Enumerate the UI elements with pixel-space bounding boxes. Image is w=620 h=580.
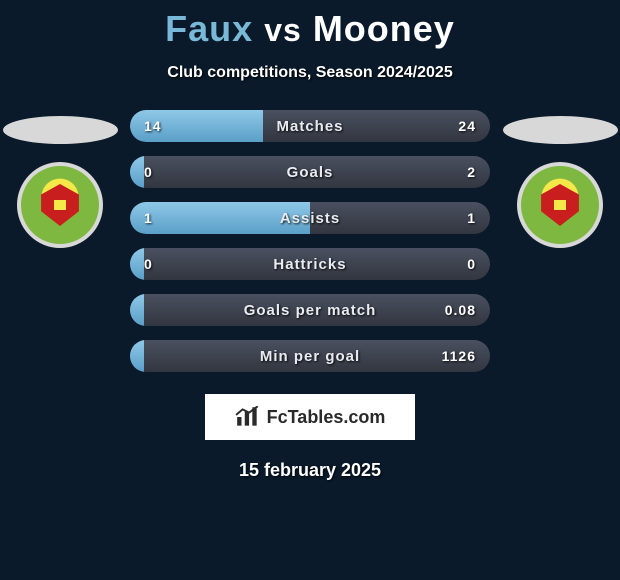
player2-silhouette	[503, 116, 618, 144]
vs-label: vs	[264, 12, 302, 48]
player2-block	[500, 110, 620, 248]
stat-label: Assists	[130, 210, 490, 227]
stats-rows: 14Matches240Goals21Assists10Hattricks0Go…	[130, 110, 490, 372]
stat-value-right: 1126	[442, 348, 476, 364]
stat-row: 0Hattricks0	[130, 248, 490, 280]
stat-value-right: 0	[467, 256, 476, 272]
comparison-title: Faux vs Mooney	[0, 0, 620, 50]
player2-club-badge	[517, 162, 603, 248]
stat-label: Matches	[130, 118, 490, 135]
stat-value-right: 0.08	[445, 302, 476, 318]
stat-row: 1Assists1	[130, 202, 490, 234]
stat-label: Goals per match	[130, 302, 490, 319]
stat-value-right: 2	[467, 164, 476, 180]
stat-row: 0Goals2	[130, 156, 490, 188]
player1-silhouette	[3, 116, 118, 144]
player1-club-badge	[17, 162, 103, 248]
brand-logo: FcTables.com	[205, 394, 415, 440]
player1-block	[0, 110, 120, 248]
stat-value-right: 24	[458, 118, 476, 134]
stat-value-right: 1	[467, 210, 476, 226]
brand-text: FcTables.com	[267, 407, 386, 428]
player1-name: Faux	[165, 8, 253, 49]
stat-row: 14Matches24	[130, 110, 490, 142]
content-area: 14Matches240Goals21Assists10Hattricks0Go…	[0, 110, 620, 372]
snapshot-date: 15 february 2025	[0, 460, 620, 481]
stat-label: Goals	[130, 164, 490, 181]
player2-name: Mooney	[313, 8, 455, 49]
stat-row: Min per goal1126	[130, 340, 490, 372]
chart-icon	[235, 406, 261, 428]
stat-label: Min per goal	[130, 348, 490, 365]
stat-row: Goals per match0.08	[130, 294, 490, 326]
stat-label: Hattricks	[130, 256, 490, 273]
subtitle: Club competitions, Season 2024/2025	[0, 64, 620, 82]
